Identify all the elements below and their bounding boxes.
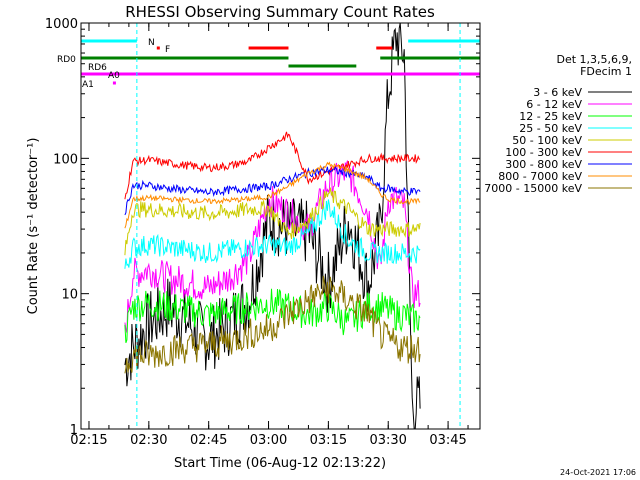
annotation-label: F xyxy=(165,45,170,55)
annotation-label: RD6 xyxy=(88,63,107,73)
x-tick-label: 03:30 xyxy=(369,433,406,448)
legend-label: 800 - 7000 keV xyxy=(498,170,582,183)
legend-label: 7000 - 15000 keV xyxy=(484,182,582,195)
series-line xyxy=(124,288,421,343)
timestamp: 24-Oct-2021 17:06 xyxy=(560,468,636,477)
annotation-label: RD0 xyxy=(57,55,76,65)
annotation-label: A0 xyxy=(108,71,120,81)
legend-label: 3 - 6 keV xyxy=(533,86,582,99)
annotation-label: N xyxy=(148,38,155,48)
series-line xyxy=(124,165,421,216)
x-tick-label: 03:45 xyxy=(429,433,466,448)
x-tick-label: 02:30 xyxy=(130,433,167,448)
legend-label: 12 - 25 keV xyxy=(519,110,582,123)
x-tick-label: 02:45 xyxy=(190,433,227,448)
legend-label: 25 - 50 keV xyxy=(519,122,582,135)
x-axis-label: Start Time (06-Aug-12 02:13:22) xyxy=(174,456,386,471)
series-line xyxy=(124,22,421,430)
series-line xyxy=(124,187,421,256)
y-tick-label: 100 xyxy=(53,152,78,167)
chart-title: RHESSI Observing Summary Count Rates xyxy=(125,3,435,21)
legend-label: 6 - 12 keV xyxy=(526,98,582,111)
y-axis-label: Count Rate (s⁻¹ detector⁻¹) xyxy=(26,138,41,315)
series-line xyxy=(124,275,421,374)
series-line xyxy=(124,161,421,229)
x-tick-label: 03:00 xyxy=(250,433,287,448)
legend-header: FDecim 1 xyxy=(580,65,632,78)
series-line xyxy=(124,131,421,200)
plot-frame xyxy=(80,22,481,430)
axes: 02:15 02:30 02:45 03:00 03:15 03:30 03:45 1 10 10… xyxy=(45,17,480,448)
series-line xyxy=(124,199,421,269)
legend-header: Det 1,3,5,6,9, xyxy=(556,53,632,66)
annotation-label: A1 xyxy=(82,80,94,90)
x-tick-label: 03:15 xyxy=(310,433,347,448)
y-tick-label: 1 xyxy=(70,423,78,438)
x-tick-label: 02:15 xyxy=(70,433,107,448)
legend-label: 300 - 800 keV xyxy=(505,158,582,171)
y-tick-label: 1000 xyxy=(45,17,78,32)
legend-label: 50 - 100 keV xyxy=(512,134,582,147)
y-tick-label: 10 xyxy=(61,288,78,303)
legend-label: 100 - 300 keV xyxy=(505,146,582,159)
series-line xyxy=(124,159,421,333)
